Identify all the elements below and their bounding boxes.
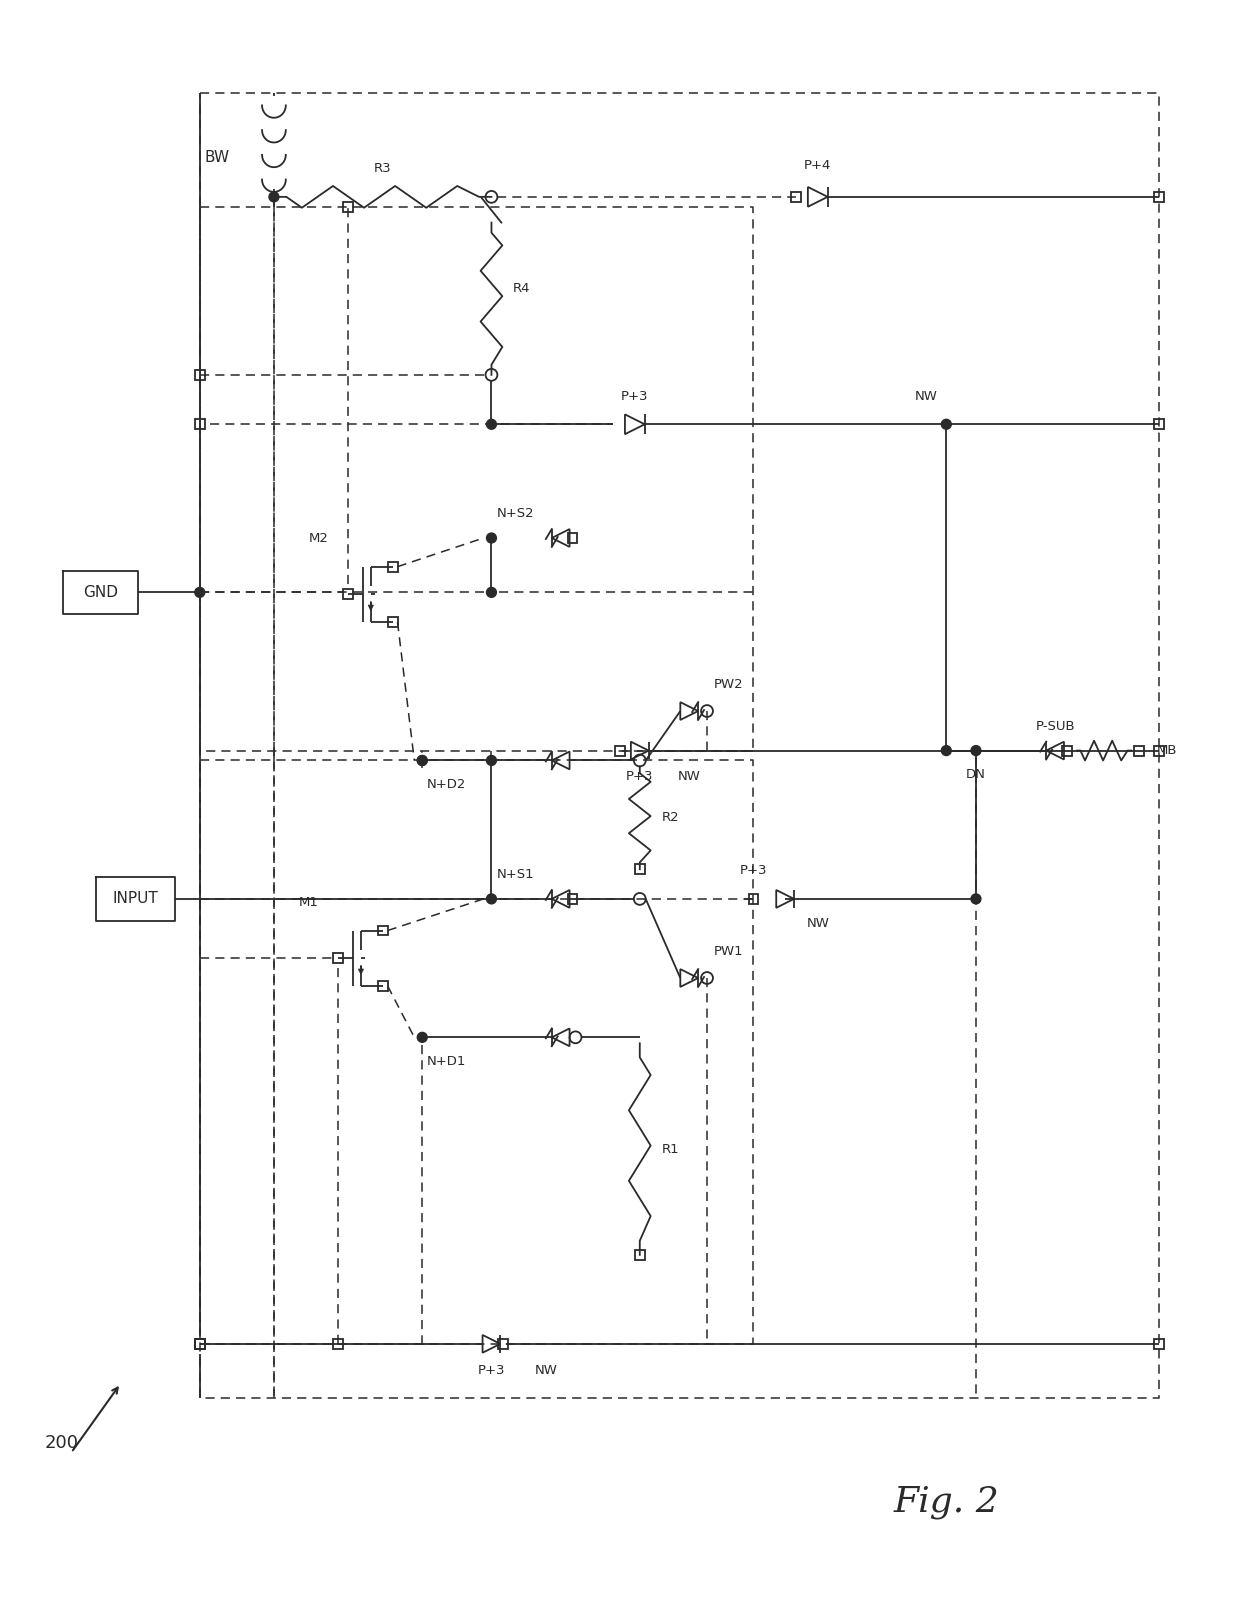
Bar [195, 1339, 205, 1349]
Circle shape [269, 192, 279, 202]
Text: Fig. 2: Fig. 2 [894, 1485, 999, 1519]
Text: PW2: PW2 [714, 678, 744, 691]
Bar [635, 1250, 645, 1259]
Text: N+S1: N+S1 [496, 868, 534, 881]
Circle shape [941, 419, 951, 430]
Text: DN: DN [966, 768, 986, 781]
Bar [568, 533, 578, 542]
Text: INPUT: INPUT [113, 892, 159, 906]
Circle shape [486, 893, 496, 903]
Bar [195, 419, 205, 430]
Bar [615, 746, 625, 755]
Bar [498, 1339, 508, 1349]
Circle shape [941, 746, 951, 755]
Bar [1135, 746, 1145, 755]
Text: M1: M1 [299, 895, 319, 909]
Text: N+D2: N+D2 [428, 778, 466, 791]
Circle shape [418, 1033, 428, 1043]
Bar [568, 893, 578, 903]
Circle shape [195, 587, 205, 597]
Text: M2: M2 [309, 533, 329, 545]
Circle shape [971, 746, 981, 755]
Text: N+S2: N+S2 [496, 507, 534, 520]
Text: GND: GND [83, 585, 118, 600]
Bar [1154, 746, 1164, 755]
Bar [388, 561, 398, 571]
Bar [334, 953, 343, 962]
Bar [1154, 419, 1164, 430]
Text: NW: NW [915, 390, 937, 403]
Text: P+3: P+3 [621, 390, 649, 403]
Circle shape [486, 755, 496, 765]
Bar [1154, 1339, 1164, 1349]
Text: P+3: P+3 [740, 865, 768, 877]
Text: P+3: P+3 [626, 770, 653, 783]
Bar [195, 1339, 205, 1349]
Bar [378, 982, 388, 991]
Bar [343, 589, 353, 600]
Circle shape [971, 893, 981, 903]
Bar [334, 1339, 343, 1349]
Text: R2: R2 [661, 812, 680, 824]
Circle shape [486, 419, 496, 430]
Bar [195, 371, 205, 380]
Bar [1061, 746, 1071, 755]
Bar [343, 202, 353, 212]
Circle shape [418, 755, 428, 765]
Text: N+D1: N+D1 [428, 1055, 466, 1068]
Text: MB: MB [1157, 744, 1178, 757]
Text: BW: BW [205, 149, 229, 165]
Circle shape [486, 587, 496, 597]
Bar [635, 865, 645, 874]
Text: NW: NW [534, 1363, 557, 1376]
Text: R4: R4 [513, 282, 531, 295]
Text: R1: R1 [661, 1142, 680, 1155]
Text: R3: R3 [374, 162, 392, 175]
Circle shape [486, 533, 496, 542]
Text: 200: 200 [45, 1434, 78, 1452]
Text: P-SUB: P-SUB [1035, 720, 1075, 733]
Text: NW: NW [678, 770, 701, 783]
Bar [749, 893, 759, 903]
Bar [1154, 192, 1164, 202]
Bar [388, 618, 398, 627]
Circle shape [418, 755, 428, 765]
Text: P+4: P+4 [804, 159, 832, 172]
Text: NW: NW [806, 917, 830, 930]
Bar [378, 926, 388, 935]
Text: P+3: P+3 [477, 1363, 505, 1376]
Text: PW1: PW1 [714, 945, 744, 958]
Bar [791, 192, 801, 202]
